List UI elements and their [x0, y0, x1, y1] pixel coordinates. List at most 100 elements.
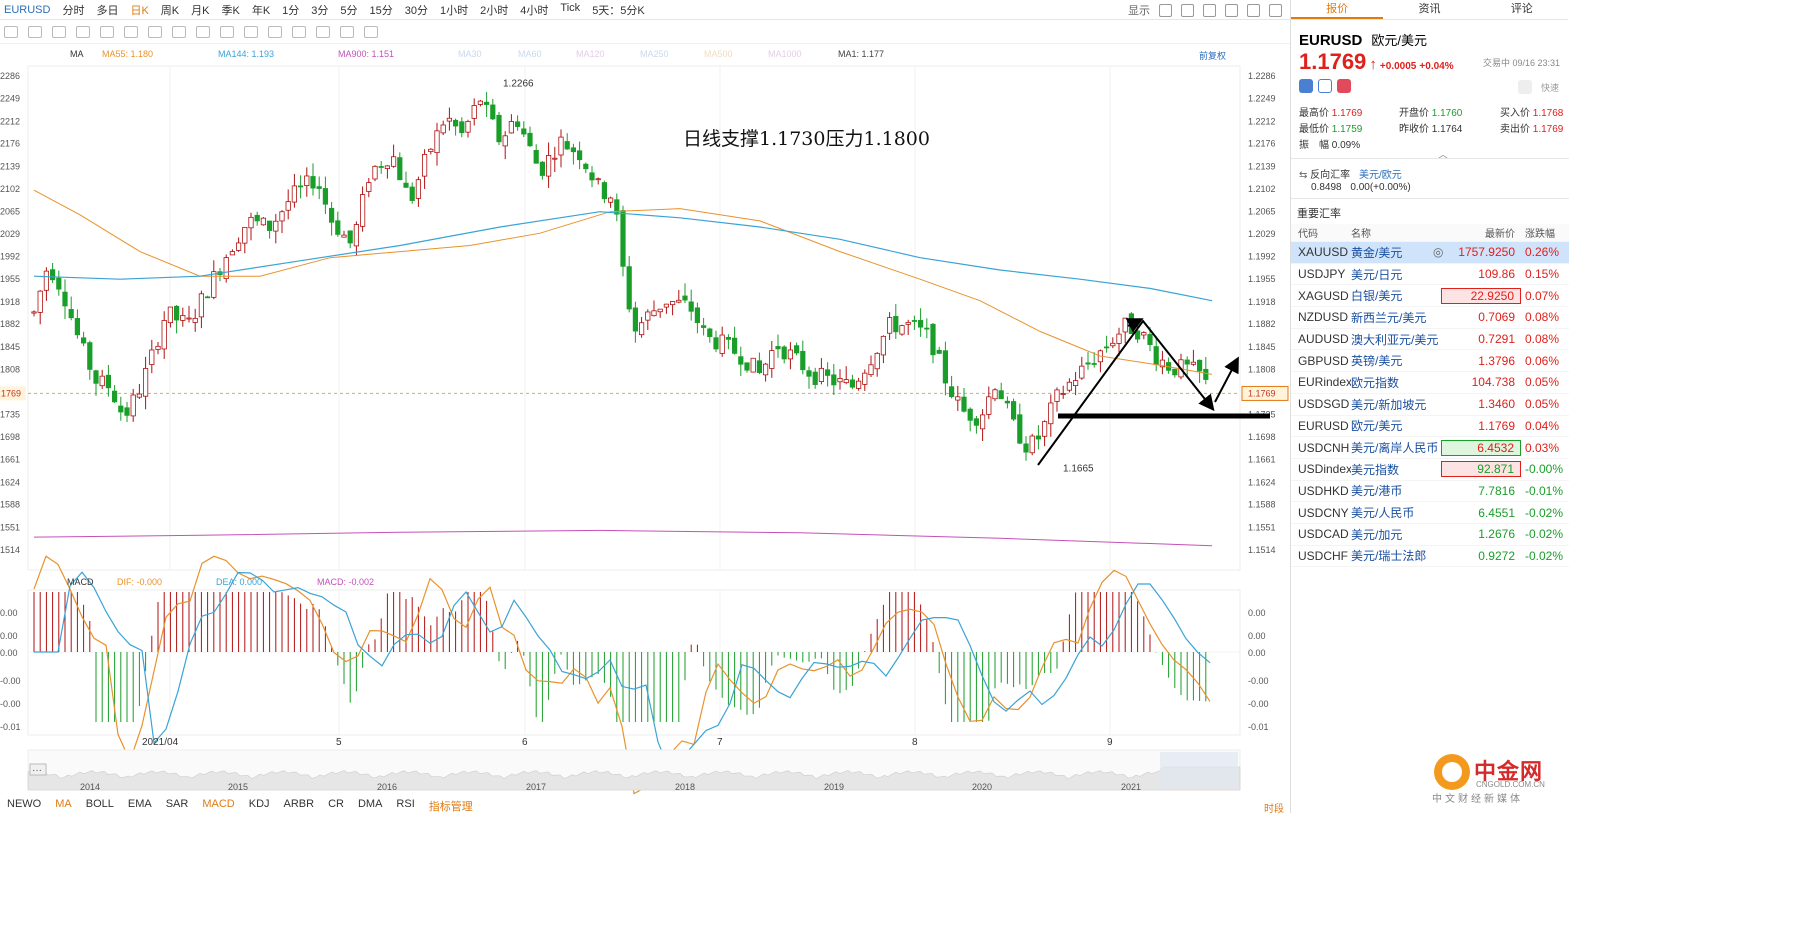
period-item[interactable]: 周K [160, 4, 180, 17]
gann-tool-icon[interactable] [124, 25, 138, 38]
trash-icon[interactable] [316, 25, 330, 38]
period-item[interactable]: 日K [130, 4, 149, 17]
indicator-tab[interactable]: KDJ [248, 798, 270, 810]
reverse-pair[interactable]: 美元/欧元 [1358, 170, 1402, 181]
rate-row[interactable]: XAUUSD 黄金/美元 1757.9250 0.26% ◎ [1291, 242, 1569, 264]
magnet-icon[interactable] [244, 25, 258, 38]
collapse-chevron-icon[interactable]: ︿ [1438, 150, 1448, 161]
indicator-tab[interactable]: 指标管理 [428, 801, 473, 813]
indicator-tab[interactable]: DMA [357, 798, 383, 810]
period-item[interactable]: 季K [221, 4, 240, 17]
col-name[interactable]: 名称 [1351, 229, 1371, 240]
tab-news[interactable]: 资讯 [1418, 3, 1441, 15]
lock-icon[interactable] [268, 25, 282, 38]
indicator-tab[interactable]: MACD [202, 798, 235, 810]
crosshair-icon[interactable] [4, 25, 18, 38]
rate-row[interactable]: EURindex 欧元指数 104.738 0.05% [1291, 372, 1569, 394]
period-item[interactable]: 30分 [404, 4, 429, 17]
rate-row[interactable]: USDCNY 美元/人民币 6.4551 -0.02% [1291, 502, 1569, 524]
rate-row[interactable]: AUDUSD 澳大利亚元/美元 0.7291 0.08% [1291, 329, 1569, 351]
display-menu[interactable]: 显示 [1128, 5, 1150, 17]
rate-row[interactable]: USDCAD 美元/加元 1.2676 -0.02% [1291, 524, 1569, 546]
ma-legend-item[interactable]: MA250 [640, 49, 669, 59]
period-item[interactable]: 分时 [62, 4, 85, 17]
chart-area[interactable]: 1.2286 2286 1.2249 2249 1.2212 2212 1.2176 2176… [0, 44, 1290, 798]
heart-icon[interactable] [1337, 79, 1351, 93]
ma-legend-item[interactable]: MA500 [704, 49, 733, 59]
indicator-tab[interactable]: NEWO [7, 798, 42, 810]
rate-row[interactable]: USDindex 美元指数 92.871 -0.00% [1291, 459, 1569, 481]
target-icon[interactable]: ◎ [1433, 245, 1444, 259]
indicator-tab[interactable]: MA [55, 798, 72, 810]
col-code[interactable]: 代码 [1298, 229, 1318, 240]
ma-legend-item[interactable]: MA120 [576, 49, 605, 59]
pattern-tool-icon[interactable] [76, 25, 90, 38]
period-item[interactable]: 5天：5分K [592, 4, 645, 17]
rate-row[interactable]: USDJPY 美元/日元 109.86 0.15% [1291, 264, 1569, 286]
macd-legend-item[interactable]: DEA: 0.000 [216, 577, 263, 587]
indicator-tab[interactable]: BOLL [85, 798, 114, 810]
pen-icon[interactable] [1225, 3, 1238, 17]
rate-row[interactable]: NZDUSD 新西兰元/美元 0.7069 0.08% [1291, 307, 1569, 329]
ruler-icon[interactable] [220, 25, 234, 38]
rate-row[interactable]: XAGUSD 白银/美元 22.9250 0.07% [1291, 285, 1569, 308]
quick-trade-button[interactable]: 快速 [1541, 83, 1560, 93]
tab-comments[interactable]: 评论 [1510, 3, 1533, 15]
indicator-tab[interactable]: CR [328, 798, 344, 810]
col-price[interactable]: 最新价 [1485, 229, 1515, 240]
rate-row[interactable]: GBPUSD 英镑/美元 1.3796 0.06% [1291, 350, 1569, 373]
rate-row[interactable]: USDCHF 美元/瑞士法郎 0.9272 -0.02% [1291, 546, 1569, 568]
shape-tool-icon[interactable] [52, 25, 66, 38]
macd-legend-item[interactable]: DIF: -0.000 [117, 577, 163, 587]
layers-icon[interactable] [364, 25, 378, 38]
restore-button[interactable]: 前复权 [1199, 51, 1227, 61]
panel-toggle-icon[interactable] [1269, 3, 1282, 17]
rate-row[interactable]: USDSGD 美元/新加坡元 1.3460 0.05% [1291, 394, 1569, 416]
comment-tool-icon[interactable] [196, 25, 210, 38]
period-item[interactable]: 15分 [369, 4, 393, 17]
globe-icon[interactable] [1299, 79, 1313, 93]
col-pct[interactable]: 涨跌幅 [1525, 229, 1555, 240]
news-icon[interactable] [1318, 79, 1332, 93]
fib-tool-icon[interactable] [100, 25, 114, 38]
text-tool-icon[interactable] [172, 25, 186, 38]
period-item[interactable]: 月K [191, 4, 210, 17]
period-item[interactable]: 2小时 [480, 4, 509, 17]
ma-legend-item[interactable]: MA60 [518, 49, 542, 59]
period-item[interactable]: 多日 [96, 4, 119, 17]
period-item[interactable]: Tick [560, 1, 581, 14]
arrow-tool-icon[interactable] [148, 25, 162, 38]
macd-legend-title[interactable]: MACD [67, 577, 94, 587]
indicator-tab[interactable]: SAR [165, 798, 189, 810]
symbol-label[interactable]: EURUSD [4, 3, 51, 16]
period-item[interactable]: 1分 [282, 4, 300, 17]
ma-legend-item[interactable]: MA1: 1.177 [838, 49, 885, 59]
settings-icon[interactable] [1159, 3, 1172, 17]
layout-icon[interactable] [1181, 3, 1194, 17]
bell-icon[interactable] [1518, 80, 1532, 94]
period-item[interactable]: 年K [251, 4, 271, 17]
fullscreen-icon[interactable] [1247, 3, 1260, 17]
period-item[interactable]: 4小时 [520, 4, 549, 17]
period-item[interactable]: 5分 [340, 4, 358, 17]
indicator-tab[interactable]: EMA [127, 798, 152, 810]
ma-legend-item[interactable]: MA144: 1.193 [218, 49, 275, 59]
tab-quote[interactable]: 报价 [1291, 0, 1384, 19]
ma-legend-item[interactable]: MA900: 1.151 [338, 49, 395, 59]
indicator-tab[interactable]: ARBR [283, 798, 315, 810]
ma-legend-item[interactable]: MA1000 [768, 49, 802, 59]
period-item[interactable]: 3分 [311, 4, 329, 17]
rate-row[interactable]: USDCNH 美元/离岸人民币 6.4532 0.03% [1291, 437, 1569, 459]
line-tool-icon[interactable] [28, 25, 42, 38]
rate-row[interactable]: EURUSD 欧元/美元 1.1769 0.04% [1291, 416, 1569, 438]
period-item[interactable]: 1小时 [440, 4, 469, 17]
ma-legend-item[interactable]: MA55: 1.180 [102, 49, 154, 59]
ma-legend-title[interactable]: MA [70, 49, 84, 59]
indicator-tab[interactable]: RSI [396, 798, 415, 810]
macd-legend-item[interactable]: MACD: -0.002 [317, 577, 375, 587]
rate-row[interactable]: USDHKD 美元/港币 7.7816 -0.01% [1291, 481, 1569, 503]
camera-icon[interactable] [1203, 3, 1216, 17]
ma-legend-item[interactable]: MA30 [458, 49, 482, 59]
time-range-label[interactable]: 时段 [1264, 804, 1284, 815]
link-icon[interactable] [340, 25, 354, 38]
